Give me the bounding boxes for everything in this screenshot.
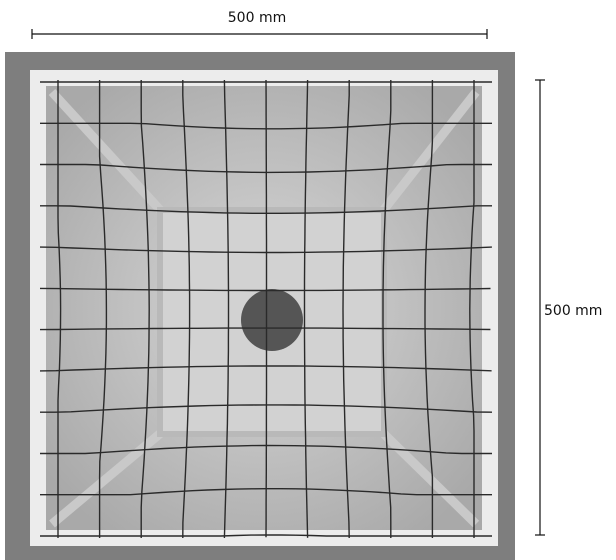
width-label: 500 mm [228,10,286,26]
width-dimension: 500 mm [32,10,487,39]
height-label: 500 mm [544,303,602,319]
net-line [266,80,267,537]
photo [5,52,515,560]
height-dimension: 500 mm [535,80,602,535]
figure: 500 mm 500 mm [0,0,616,560]
